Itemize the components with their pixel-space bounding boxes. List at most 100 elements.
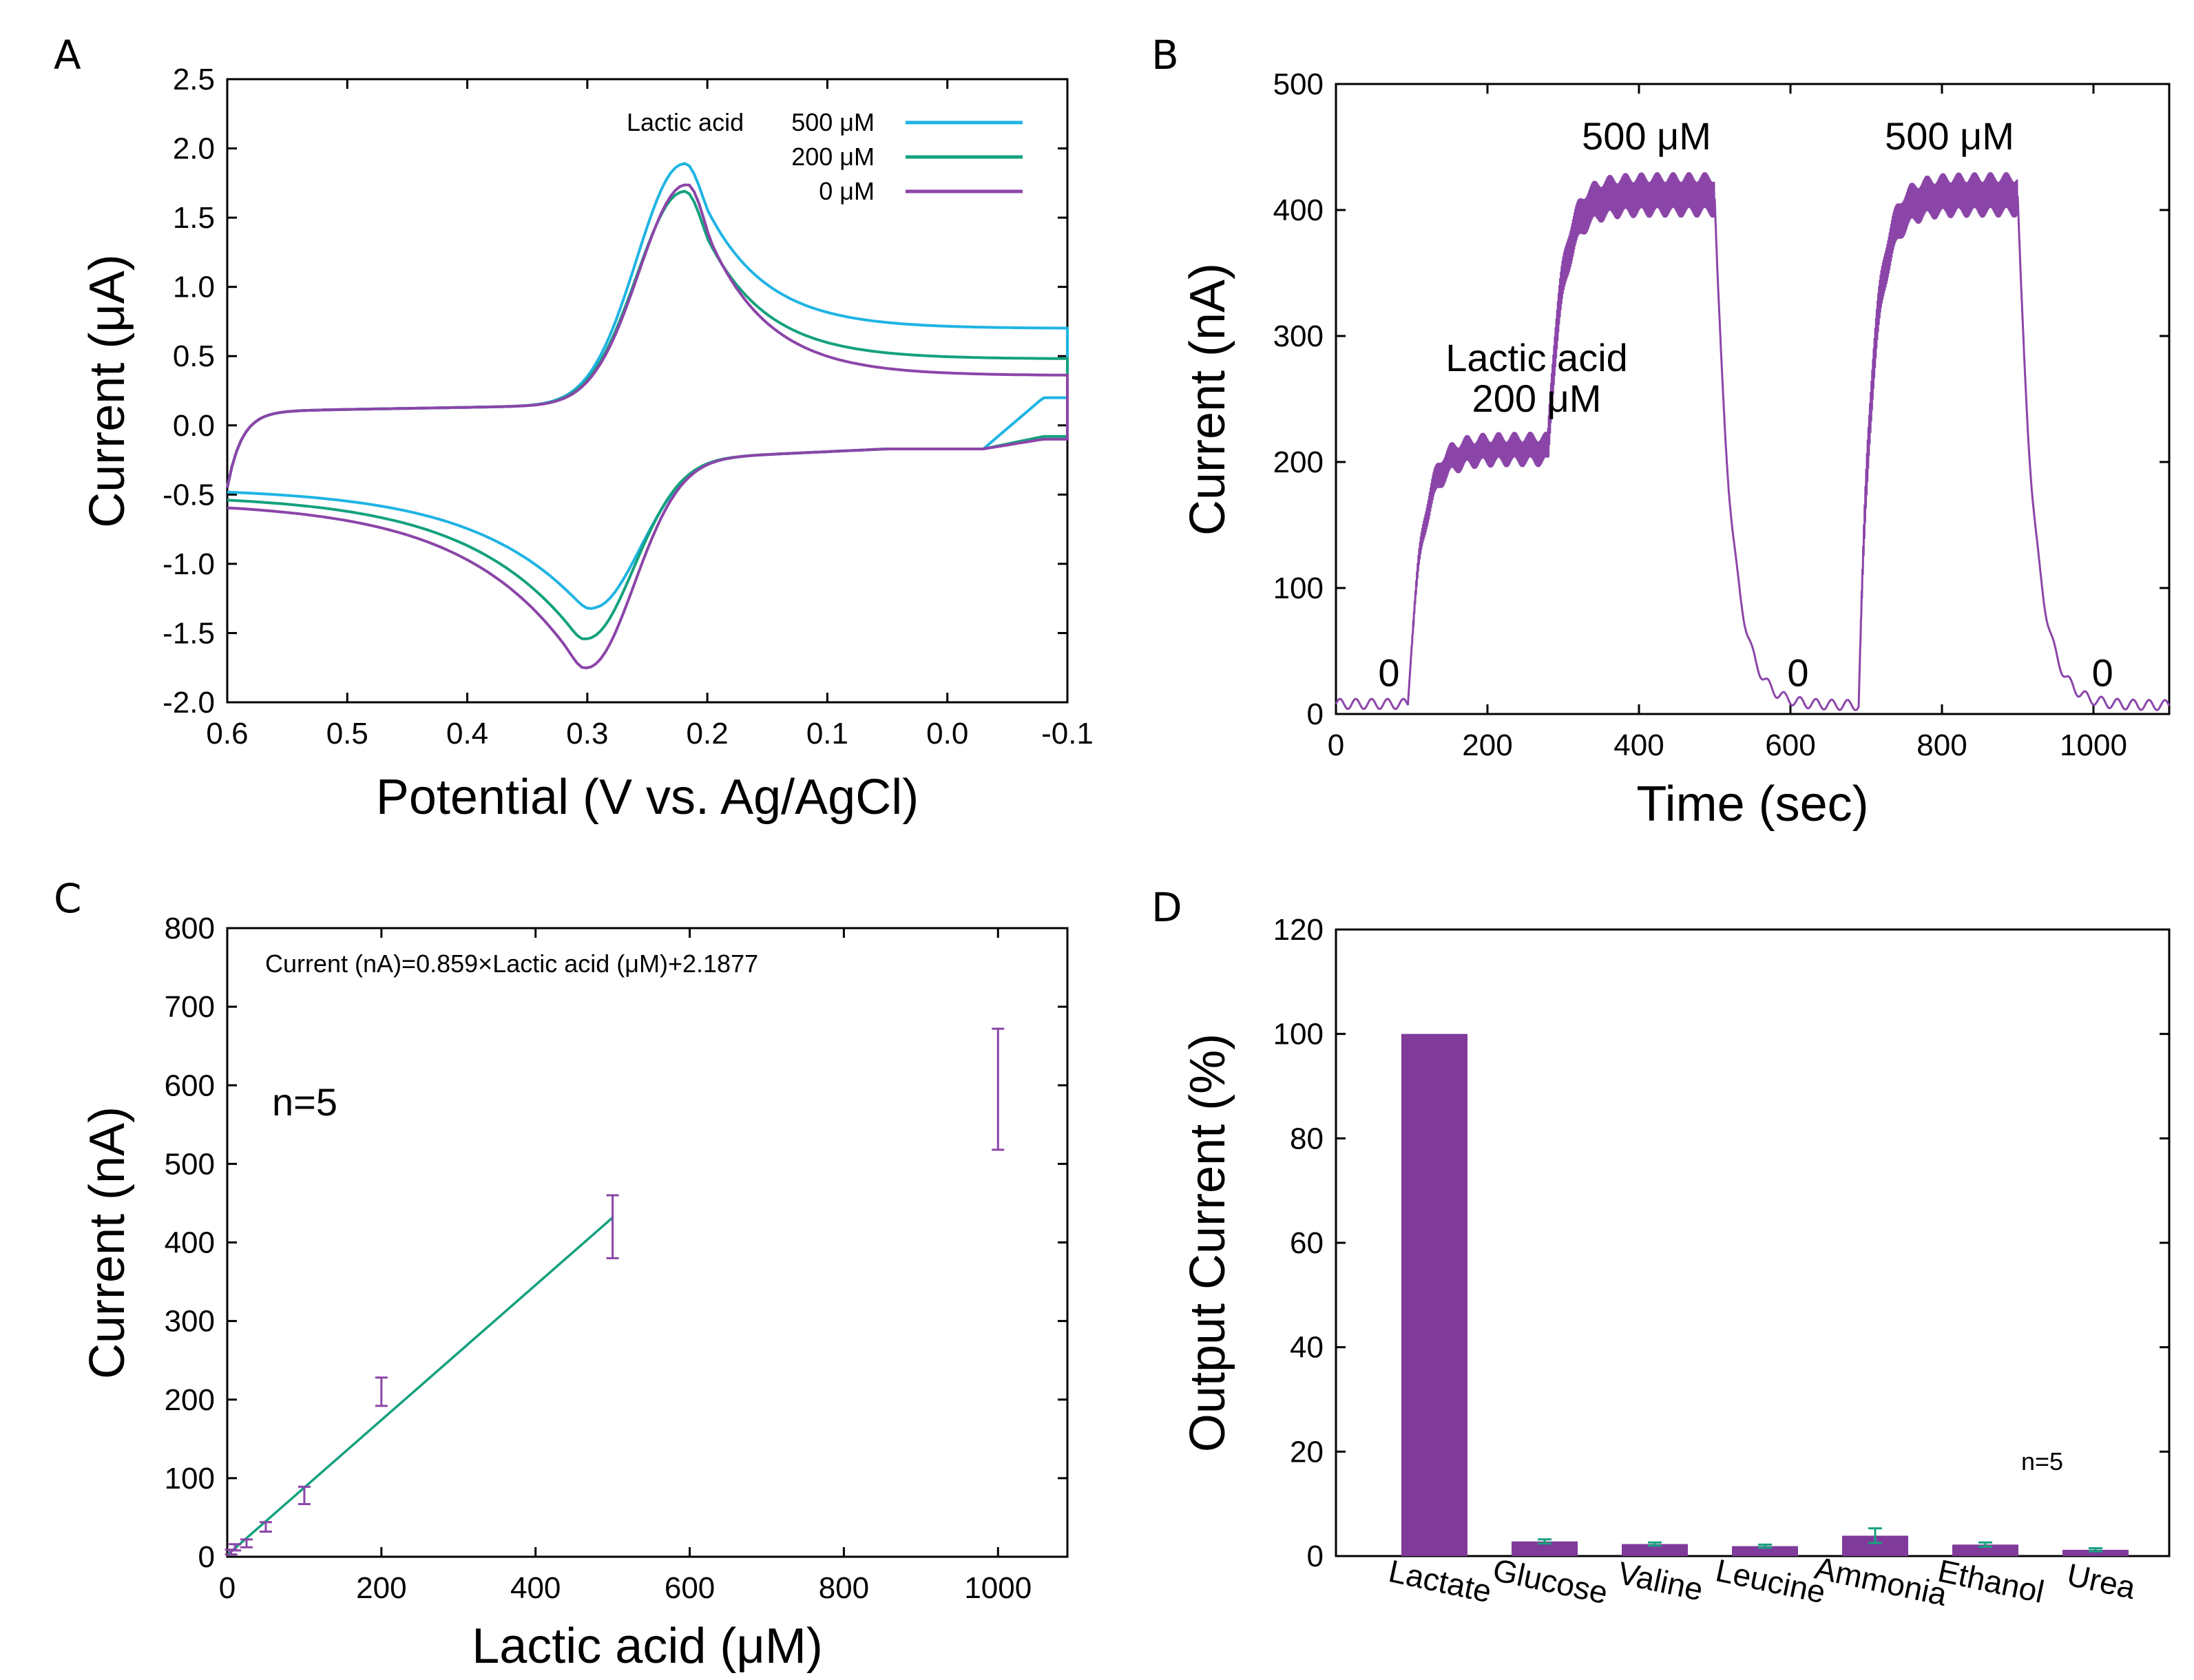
panel-a-y-tick-label: 0.5 (173, 339, 215, 373)
panel-d-bar (1732, 1546, 1798, 1556)
panel-d-letter: D (1151, 884, 1182, 931)
panel-a-y-tick-label: 1.0 (173, 271, 215, 304)
panel-a-y-tick-label: -1.0 (163, 547, 215, 581)
panel-a-y-tick-label: -2.0 (163, 686, 215, 720)
panel-c-plot-frame (226, 927, 1069, 1558)
panel-b-x-tick-label: 0 (1328, 728, 1344, 762)
panel-b-annotation: 0 (1378, 651, 1399, 695)
panel-c-error-bar (297, 1485, 311, 1506)
panel-b-letter: B (1151, 32, 1179, 78)
panel-d-category-label: Glucose (1490, 1551, 1611, 1610)
panel-d-bar (1512, 1541, 1578, 1556)
panel-c-y-tick-label: 200 (165, 1383, 215, 1417)
panel-b-current-trace (1335, 172, 2171, 711)
panel-d-y-tick-label: 80 (1290, 1122, 1324, 1155)
panel-d-y-tick-label: 40 (1290, 1331, 1324, 1365)
panel-a-curve-500M (226, 162, 1069, 610)
panel-a-legend-label: 200 μM (791, 143, 875, 171)
panel-c-error-bar (240, 1538, 253, 1548)
panel-d-category-label: Ammonia (1812, 1550, 1950, 1613)
panel-b-y-tick-label: 500 (1273, 67, 1324, 101)
panel-c-y-tick-label: 400 (165, 1226, 215, 1260)
panel-a-x-tick-label: 0.6 (206, 717, 248, 750)
panel-d-y-axis-title: Output Current (%) (1180, 1033, 1235, 1452)
panel-b-x-tick-label: 200 (1462, 728, 1512, 762)
panel-d-y-tick-label: 20 (1290, 1435, 1324, 1469)
panel-c-x-tick-label: 600 (665, 1571, 715, 1605)
panel-a-y-axis-title: Current (μA) (80, 254, 135, 528)
panel-c-x-tick-label: 400 (510, 1571, 561, 1605)
panel-d-category-label: Lactate (1386, 1553, 1494, 1609)
panel-b-annotation: 200 μM (1472, 377, 1602, 420)
panel-c-error-bar (992, 1027, 1005, 1151)
panel-b-annotation: Lactic acid (1445, 336, 1628, 379)
panel-c-letter: C (54, 875, 82, 922)
panel-a-legend-label: 0 μM (819, 177, 875, 205)
panel-c-error-bar (606, 1194, 619, 1259)
panel-d-bar (1622, 1544, 1688, 1556)
panel-c-n-label: n=5 (272, 1080, 337, 1124)
panel-a-letter: A (54, 32, 81, 78)
panel-d-category-label: Ethanol (1935, 1553, 2047, 1610)
panel-a: A 0.6 0.5 0.4 0.3 0.2 0.1 0.0 -0.1 -2.0 -1.5 -1.0 -… (54, 32, 1094, 825)
panel-d-y-tick-label: 0 (1307, 1540, 1324, 1573)
panel-b-annotation: 0 (2092, 651, 2113, 695)
panel-b-y-tick-label: 300 (1273, 319, 1324, 353)
panel-b-y-tick-label: 100 (1273, 571, 1324, 605)
panel-d-category-label: Urea (2064, 1557, 2139, 1606)
panel-b-annotation: 0 (1787, 651, 1808, 695)
panel-a-y-tick-label: -1.5 (163, 616, 215, 650)
panel-b-annotation: 500 μM (1582, 114, 1711, 158)
panel-c-error-bar (375, 1376, 388, 1407)
panel-d-n-label: n=5 (2021, 1447, 2063, 1476)
panel-d-y-tick-label: 100 (1273, 1018, 1324, 1051)
panel-c-y-tick-label: 100 (165, 1462, 215, 1495)
panel-a-y-tick-label: 2.0 (173, 132, 215, 166)
panel-b-x-tick-label: 600 (1765, 728, 1815, 762)
panel-b-x-tick-label: 1000 (2060, 728, 2127, 762)
panel-c-error-bar (259, 1521, 272, 1533)
panel-a-x-tick-label: 0.4 (446, 717, 488, 750)
panel-c-x-tick-label: 200 (356, 1571, 406, 1605)
panel-d-bar (2062, 1549, 2129, 1556)
panel-b-x-tick-label: 400 (1613, 728, 1664, 762)
panel-a-legend-label: 500 μM (791, 108, 875, 136)
panel-b-x-tick-label: 800 (1916, 728, 1967, 762)
panel-c-y-tick-label: 300 (165, 1305, 215, 1338)
panel-c-y-axis-title: Current (nA) (80, 1106, 135, 1379)
panel-a-x-tick-label: 0.1 (806, 717, 848, 750)
panel-a-y-tick-label: -0.5 (163, 478, 215, 512)
panel-c: C 0 200 400 600 800 1000 0 100 200 300 400 500 600 70… (54, 875, 1069, 1674)
panel-c-fit-line (226, 1217, 614, 1556)
panel-a-x-tick-label: 0.2 (687, 717, 729, 750)
panel-a-y-tick-label: 1.5 (173, 201, 215, 235)
panel-c-x-tick-label: 1000 (964, 1571, 1032, 1605)
panel-b-y-axis-title: Current (nA) (1180, 263, 1235, 536)
panel-a-legend-title: Lactic acid (627, 108, 744, 136)
panel-a-x-axis-title: Potential (V vs. Ag/AgCl) (376, 770, 919, 825)
panel-a-curve-0M (226, 183, 1069, 670)
panel-c-y-tick-label: 800 (165, 912, 215, 945)
panel-c-x-tick-label: 0 (219, 1571, 236, 1605)
panel-a-plot-frame (226, 78, 1069, 704)
panel-a-x-tick-label: -0.1 (1041, 717, 1094, 750)
panel-a-x-tick-label: 0.0 (926, 717, 968, 750)
panel-c-y-tick-label: 600 (165, 1069, 215, 1102)
panel-d-bar (1952, 1544, 2018, 1556)
panel-a-y-tick-label: 0.0 (173, 409, 215, 443)
panel-b-y-tick-label: 200 (1273, 445, 1324, 479)
panel-b: B 0 200 400 600 800 1000 0 100 200 300 400 500 0 Lac… (1151, 32, 2171, 832)
panel-c-error-bar (229, 1543, 242, 1552)
panel-d-bar (1401, 1033, 1467, 1556)
panel-c-x-tick-label: 800 (819, 1571, 869, 1605)
panel-c-x-axis-title: Lactic acid (μM) (472, 1619, 823, 1674)
panel-c-equation: Current (nA)=0.859×Lactic acid (μM)+2.18… (265, 949, 758, 978)
panel-b-annotation: 500 μM (1885, 114, 2014, 158)
panel-d-category-label: Valine (1615, 1555, 1706, 1608)
panel-d-category-label: Leucine (1713, 1552, 1828, 1610)
panel-c-y-tick-label: 0 (198, 1540, 215, 1574)
panel-b-x-axis-title: Time (sec) (1636, 777, 1868, 832)
panel-d-y-tick-label: 60 (1290, 1226, 1324, 1260)
panel-c-y-tick-label: 500 (165, 1147, 215, 1181)
